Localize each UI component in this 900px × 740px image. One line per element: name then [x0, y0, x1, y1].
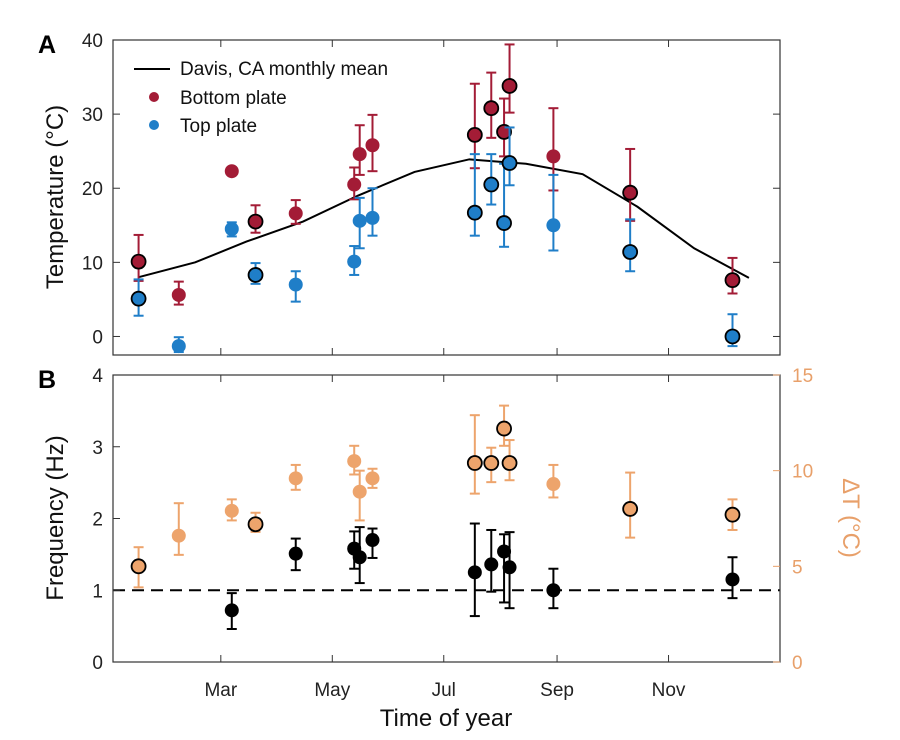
frequency-point [725, 572, 740, 587]
y-tick-label: 0 [92, 653, 103, 674]
top-plate-point [171, 339, 186, 354]
frequency-point [224, 603, 239, 618]
top-plate-point [546, 218, 561, 233]
legend-top-swatch [149, 120, 159, 130]
frequency-point [546, 583, 561, 598]
top-plate-point [247, 267, 264, 283]
bottom-plate-point [288, 206, 303, 221]
y-tick-label: 10 [82, 253, 103, 274]
top-plate-point [724, 328, 741, 345]
series-line-davis-mean [138, 158, 750, 279]
legend-entry-top: Top plate [180, 116, 257, 137]
bottom-plate-point [224, 164, 239, 179]
bottom-plate-point [483, 100, 500, 117]
bottom-plate-point [171, 287, 186, 302]
panel-b-ylabel-right: ΔT (°C) [837, 478, 864, 558]
y-tick-label: 1 [92, 581, 103, 602]
delta-t-point [247, 516, 264, 533]
delta-t-point [466, 455, 483, 471]
top-plate-point [347, 254, 362, 269]
delta-t-point [501, 455, 518, 471]
delta-t-point [352, 484, 367, 499]
bottom-plate-point [347, 177, 362, 192]
panel-a-legend: Davis, CA monthly mean Bottom plate Top … [134, 59, 388, 137]
delta-t-point [130, 558, 147, 575]
top-plate-point [130, 290, 147, 307]
panel-b-frame [112, 374, 781, 663]
bottom-plate-point [501, 78, 518, 94]
top-plate-point [224, 222, 239, 236]
top-plate-point [288, 277, 303, 292]
frequency-point [467, 565, 482, 580]
delta-t-point [288, 471, 303, 486]
y-tick-label: 40 [82, 31, 103, 52]
bottom-plate-point [352, 147, 367, 162]
delta-t-point [224, 503, 239, 518]
delta-t-point [724, 506, 741, 523]
frequency-point [502, 560, 517, 575]
y-right-tick-label: 0 [792, 653, 803, 674]
frequency-point [365, 533, 380, 548]
top-plate-point [365, 210, 380, 225]
x-tick-label: Jul [432, 680, 456, 701]
x-tick-label: May [314, 680, 350, 701]
y-right-tick-label: 5 [792, 557, 803, 578]
panel-a-ylabel: Temperature (°C) [42, 105, 69, 289]
legend-bottom-swatch [149, 92, 159, 102]
legend-entry-bottom: Bottom plate [180, 88, 287, 109]
delta-t-point [622, 501, 639, 517]
x-tick-label: Sep [540, 680, 574, 701]
x-axis-label: Time of year [380, 705, 512, 732]
top-plate-point [466, 204, 483, 221]
panel-b-letter: B [38, 366, 56, 394]
frequency-point [352, 550, 367, 565]
bottom-plate-point [247, 213, 264, 230]
frequency-point [497, 544, 512, 559]
bottom-plate-point [622, 184, 639, 201]
panel-b-ylabel: Frequency (Hz) [42, 435, 69, 600]
legend-entry-mean: Davis, CA monthly mean [180, 59, 388, 80]
panel-a: A 0 10 20 30 40 Temperature (°C) Davis, CA m… [38, 31, 781, 356]
x-tick-label: Nov [652, 680, 686, 701]
panel-b: B 0 1 2 3 4 0 5 10 15 Mar May Jul Sep Nov Frequency… [38, 366, 864, 732]
top-plate-point [483, 176, 500, 193]
y-right-tick-label: 10 [792, 462, 813, 483]
x-tick-label: Mar [204, 680, 237, 701]
delta-t-point [347, 454, 362, 469]
frequency-point [484, 557, 499, 572]
y-right-tick-label: 15 [792, 366, 813, 387]
delta-t-point [171, 528, 186, 543]
frequency-point [288, 546, 303, 561]
top-plate-point [496, 215, 512, 231]
panel-a-frame [112, 39, 781, 356]
panel-a-letter: A [38, 31, 56, 59]
bottom-plate-point [546, 149, 561, 164]
bottom-plate-point [724, 272, 741, 289]
y-tick-label: 4 [92, 366, 103, 387]
y-tick-label: 0 [92, 327, 103, 348]
bottom-plate-point [130, 253, 147, 270]
bottom-plate-point [365, 138, 380, 153]
top-plate-point [622, 244, 639, 260]
top-plate-point [501, 155, 518, 171]
y-tick-label: 3 [92, 438, 103, 459]
delta-t-point [496, 420, 512, 437]
y-tick-label: 30 [82, 105, 103, 126]
y-tick-label: 20 [82, 179, 103, 200]
delta-t-point [546, 477, 561, 492]
delta-t-point [483, 455, 500, 471]
y-tick-label: 2 [92, 510, 103, 531]
top-plate-point [352, 213, 367, 228]
bottom-plate-point [466, 126, 483, 143]
delta-t-point [365, 471, 380, 486]
